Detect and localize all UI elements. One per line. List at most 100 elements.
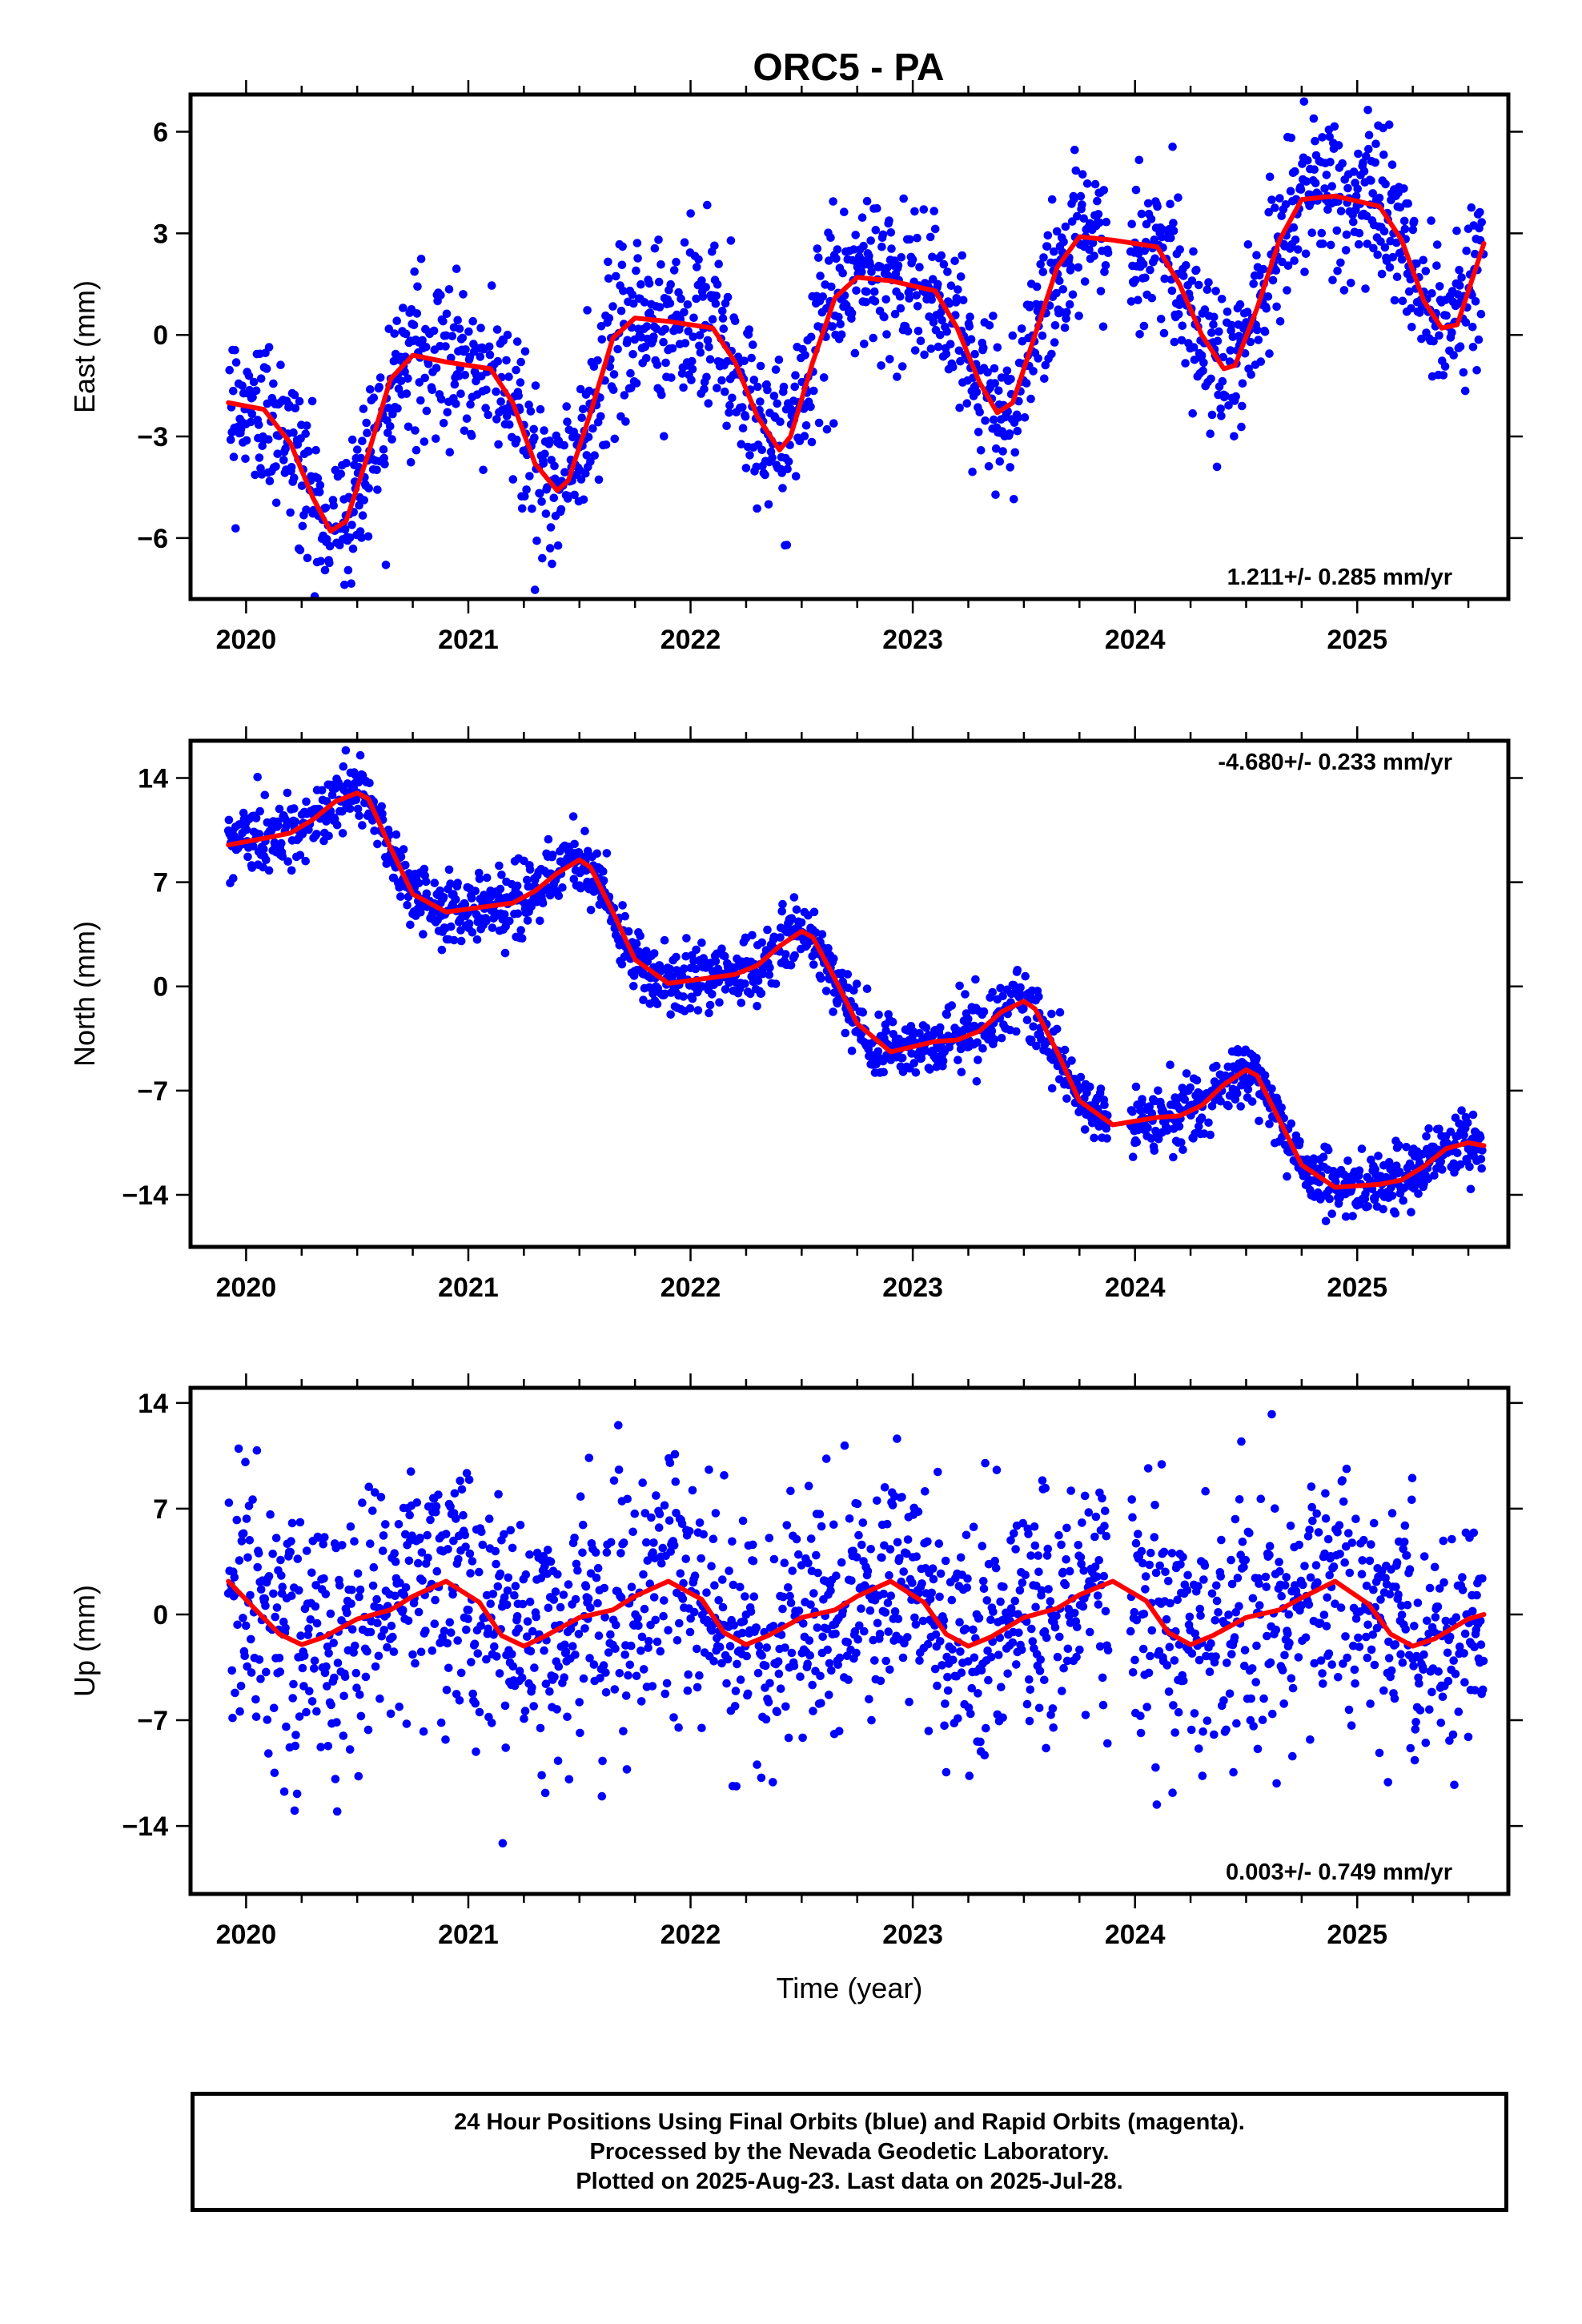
data-point <box>707 1562 716 1570</box>
data-point <box>1058 1687 1066 1695</box>
data-point <box>436 886 444 895</box>
data-point <box>911 1068 921 1077</box>
data-point <box>224 815 234 825</box>
data-point <box>372 1594 381 1604</box>
data-point <box>997 1683 1006 1691</box>
data-point <box>525 1550 534 1559</box>
data-point <box>573 1566 582 1575</box>
data-point <box>563 1712 572 1722</box>
data-point <box>239 1614 247 1622</box>
data-point <box>913 302 922 311</box>
data-point <box>753 382 762 392</box>
data-point <box>698 292 708 301</box>
data-point <box>1040 1675 1049 1685</box>
data-point <box>929 1574 938 1584</box>
data-point <box>989 312 998 320</box>
data-point <box>391 830 401 839</box>
data-point <box>1150 1146 1159 1155</box>
fit-line-north <box>226 790 1487 1190</box>
data-point <box>251 814 261 822</box>
data-point <box>1300 267 1309 276</box>
data-point <box>879 1590 888 1598</box>
data-point <box>1477 1164 1486 1173</box>
plot-frame <box>188 92 1511 601</box>
data-point <box>1267 195 1276 204</box>
data-point <box>500 1701 510 1711</box>
data-point <box>1062 1523 1071 1533</box>
data-point <box>459 290 468 299</box>
data-point <box>927 1588 936 1598</box>
data-point <box>467 431 476 440</box>
data-point <box>1074 312 1083 320</box>
data-point <box>958 296 968 305</box>
data-point <box>1055 1632 1064 1642</box>
data-point <box>658 1543 668 1553</box>
data-point <box>455 1696 464 1705</box>
data-point <box>1373 250 1382 259</box>
data-point <box>298 521 307 531</box>
data-point <box>562 402 571 411</box>
data-point <box>911 1620 921 1629</box>
data-point <box>264 866 274 875</box>
data-point <box>752 1623 761 1632</box>
data-point <box>1363 239 1372 248</box>
data-point <box>728 1537 737 1546</box>
data-point <box>346 1522 355 1531</box>
data-point <box>436 291 445 300</box>
data-point <box>447 922 456 931</box>
data-point <box>1032 282 1042 292</box>
data-point <box>935 1592 944 1602</box>
data-point <box>695 331 705 340</box>
data-point <box>753 1760 761 1769</box>
data-point <box>290 390 299 400</box>
x-tick-label: 2022 <box>661 1273 721 1303</box>
data-point <box>1442 311 1451 320</box>
data-point <box>462 1625 471 1634</box>
data-point <box>638 1478 647 1487</box>
data-point <box>989 415 998 424</box>
data-point <box>1256 357 1266 366</box>
data-point <box>677 1519 687 1529</box>
data-point <box>295 850 305 860</box>
data-point <box>949 362 958 372</box>
data-point <box>422 889 432 899</box>
data-point <box>630 1509 640 1518</box>
data-point <box>256 1675 265 1683</box>
data-point <box>763 385 772 395</box>
data-point <box>709 1657 718 1666</box>
data-point <box>1323 1145 1333 1155</box>
data-point <box>1332 226 1342 235</box>
data-point <box>693 263 701 271</box>
data-point <box>329 1638 339 1647</box>
data-point <box>774 1669 784 1679</box>
data-point <box>784 457 793 466</box>
data-point <box>764 500 773 509</box>
data-point <box>1407 304 1415 313</box>
data-point <box>1010 1596 1020 1606</box>
data-point <box>448 332 457 341</box>
data-point <box>358 436 367 445</box>
data-point <box>745 325 753 334</box>
data-point <box>718 1602 728 1612</box>
data-point <box>1189 247 1198 256</box>
data-point <box>786 1486 795 1496</box>
data-point <box>928 1564 938 1573</box>
data-point <box>942 349 951 359</box>
data-point <box>513 909 523 919</box>
data-point <box>800 432 809 440</box>
data-point <box>1455 265 1464 275</box>
data-point <box>580 1624 589 1633</box>
data-point <box>1334 141 1343 150</box>
data-point <box>732 1782 741 1791</box>
data-point <box>958 251 966 260</box>
data-point <box>1287 1119 1296 1128</box>
data-point <box>972 1077 982 1086</box>
data-point <box>529 424 538 434</box>
data-point <box>1062 1094 1071 1104</box>
data-point <box>870 1656 879 1665</box>
data-point <box>718 307 727 316</box>
data-point <box>858 1518 868 1527</box>
data-point <box>829 954 838 963</box>
data-point <box>493 356 503 366</box>
data-point <box>718 1575 727 1584</box>
